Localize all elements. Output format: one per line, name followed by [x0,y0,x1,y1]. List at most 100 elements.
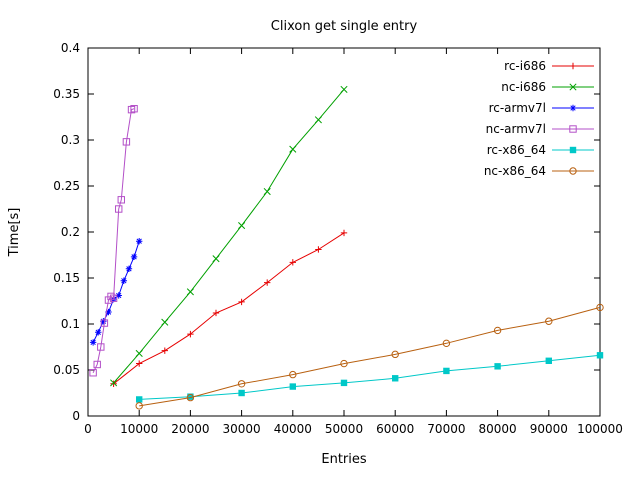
series-rc-i686 [110,229,348,387]
y-tick-label: 0.35 [53,87,80,101]
legend-label: nc-i686 [501,80,546,94]
x-axis: 0 10000 20000 30000 40000 50000 60000 70000 8000… [84,48,623,436]
x-tick-label: 30000 [223,422,261,436]
y-tick-label: 0.4 [61,41,80,55]
y-tick-label: 0.1 [61,317,80,331]
plus-marker [187,330,194,338]
asterisk-marker [89,339,97,346]
square-open-marker [107,292,115,301]
plus-marker [264,279,271,286]
square-open-marker [117,196,125,204]
plus-marker [340,229,348,237]
x-axis-label: Entries [321,452,367,467]
x-tick-label: 90000 [530,422,568,436]
legend-entry-nc-armv7l: nc-armv7l [486,122,594,136]
plus-marker [161,347,168,354]
square-filled-marker [494,363,501,370]
square-open-marker [93,360,101,369]
legend-entry-nc-i686: nc-i686 [501,80,594,94]
square-filled-marker [443,367,450,375]
legend-entry-rc-armv7l: rc-armv7l [489,101,594,115]
square-open-marker [115,205,123,213]
asterisk-marker [569,104,577,112]
plus-marker [238,298,245,306]
asterisk-marker [95,329,102,336]
circle-open-marker [135,402,143,410]
legend-label: rc-x86_64 [487,143,546,157]
cross-marker [569,83,577,91]
legend-label: rc-armv7l [489,101,546,115]
square-open-marker [130,105,138,113]
square-filled-marker [289,383,296,390]
square-open-marker [100,319,109,327]
square-filled-marker [340,379,348,387]
x-tick-label: 50000 [325,422,363,436]
legend-label: rc-i686 [504,59,546,73]
circle-open-marker [596,303,604,312]
y-tick-label: 0.15 [53,271,80,285]
cross-marker [263,187,271,196]
square-open-marker [127,105,136,114]
y-tick-label: 0 [72,409,80,423]
square-open-marker [89,369,97,377]
x-tick-label: 80000 [479,422,517,436]
circle-open-marker [237,380,246,388]
asterisk-marker [130,253,138,261]
series-line [139,306,601,407]
x-tick-label: 70000 [427,422,465,436]
plus-marker [569,62,577,70]
cross-marker [135,349,143,357]
legend-entry-nc-x86_64: nc-x86_64 [484,164,594,178]
square-filled-marker [187,393,194,400]
circle-open-marker [569,167,577,175]
series-rc-x86_64 [136,352,604,403]
cross-marker [186,288,194,296]
square-filled-marker [596,352,604,359]
square-filled-marker [136,396,143,403]
cross-marker [238,222,246,230]
square-open-marker [109,294,118,302]
series-nc-armv7l [89,105,138,377]
x-tick-label: 10000 [120,422,158,436]
circle-open-marker [493,326,502,335]
asterisk-marker [125,265,133,272]
plus-marker [136,360,143,367]
legend-label: nc-armv7l [486,122,546,136]
cross-marker [340,85,348,93]
cross-marker [110,379,118,387]
plus-marker [110,380,117,387]
y-tick-label: 0.3 [61,133,80,147]
y-tick-label: 0.05 [53,363,80,377]
circle-open-marker [545,317,553,325]
circle-open-marker [289,370,297,379]
asterisk-marker [100,318,107,325]
y-axis: 0 0.05 0.1 0.15 0.2 0.25 0.3 0.35 0.4 [53,41,600,423]
legend-label: nc-x86_64 [484,164,546,178]
series-nc-i686 [110,85,348,387]
asterisk-marker [105,308,112,316]
asterisk-marker [120,277,128,284]
legend-entry-rc-i686: rc-i686 [504,59,594,73]
x-tick-label: 20000 [171,422,209,436]
legend: rc-i686 nc-i686 rc-armv7l nc-armv7l rc-x86_6… [484,59,594,178]
square-open-marker [122,138,131,146]
square-filled-marker [545,357,552,364]
x-tick-label: 0 [84,422,92,436]
series-line [113,232,345,385]
cross-marker [212,255,220,263]
y-tick-label: 0.2 [61,225,80,239]
asterisk-marker [115,292,122,299]
circle-open-marker [442,339,451,348]
x-tick-label: 40000 [274,422,312,436]
square-filled-marker [392,375,399,382]
cross-marker [161,318,169,326]
plus-marker [315,246,322,253]
circle-open-marker [391,350,399,359]
circle-open-marker [340,359,348,368]
asterisk-marker [136,238,143,245]
square-open-marker [569,125,577,133]
square-filled-marker [238,389,245,397]
y-tick-label: 0.25 [53,179,80,193]
